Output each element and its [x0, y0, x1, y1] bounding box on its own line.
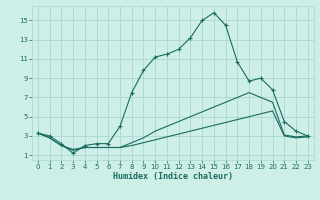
X-axis label: Humidex (Indice chaleur): Humidex (Indice chaleur)	[113, 172, 233, 181]
